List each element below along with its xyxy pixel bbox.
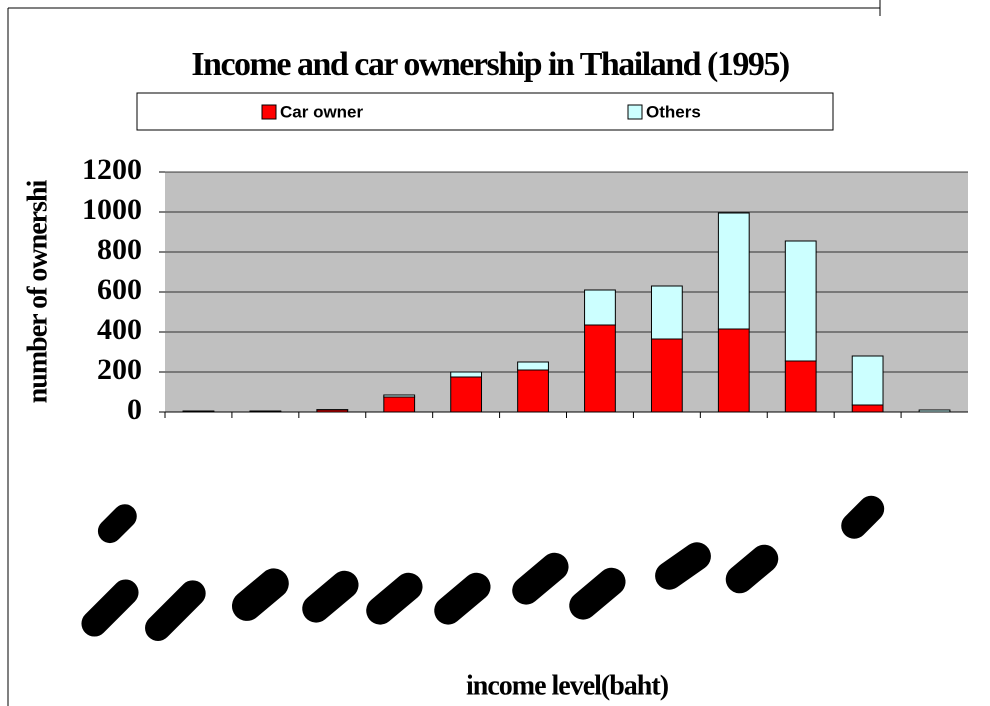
blob bbox=[81, 579, 139, 637]
legend-box bbox=[136, 92, 834, 131]
blob bbox=[569, 567, 626, 620]
bar-segment bbox=[584, 289, 616, 326]
blob bbox=[97, 504, 137, 544]
chart-title: Income and car ownership in Thailand (19… bbox=[191, 46, 789, 83]
blob bbox=[655, 542, 711, 590]
bar-segment bbox=[383, 396, 416, 413]
bar-segment bbox=[450, 376, 483, 413]
bar-segment bbox=[517, 361, 549, 371]
blob bbox=[434, 572, 491, 625]
y-tick-label: 1000 bbox=[82, 193, 142, 226]
y-tick-label: 1200 bbox=[82, 153, 142, 186]
y-axis-label: number of ownershi bbox=[22, 179, 53, 403]
legend: Car owner Others bbox=[261, 102, 701, 121]
bar-segment bbox=[584, 324, 616, 413]
blob bbox=[841, 495, 885, 539]
x-axis-label: income level(baht) bbox=[466, 670, 669, 701]
blob bbox=[302, 570, 359, 623]
y-tick-label: 200 bbox=[97, 353, 142, 386]
bar-segment bbox=[383, 394, 416, 398]
blob bbox=[366, 572, 423, 625]
bar-segment bbox=[851, 355, 884, 406]
y-tick-label: 600 bbox=[97, 273, 142, 306]
legend-label: Others bbox=[646, 102, 701, 121]
bars bbox=[182, 212, 951, 413]
blob bbox=[725, 544, 779, 594]
bar-segment bbox=[717, 328, 750, 413]
bar-segment bbox=[784, 240, 817, 362]
bar-segment bbox=[784, 360, 817, 413]
bar-segment bbox=[450, 371, 483, 378]
legend-swatch bbox=[627, 104, 643, 120]
blob bbox=[145, 580, 206, 641]
illegible-category-labels bbox=[81, 495, 885, 641]
blob bbox=[231, 568, 289, 621]
y-tick-label: 400 bbox=[97, 313, 142, 346]
bar-segment bbox=[517, 369, 549, 413]
blob bbox=[512, 552, 569, 605]
legend-label: Car owner bbox=[280, 102, 364, 121]
bar-segment bbox=[717, 212, 750, 330]
bar-segment bbox=[851, 404, 884, 413]
bar-segment bbox=[650, 338, 683, 413]
bar-segment bbox=[650, 285, 683, 340]
y-tick-label: 800 bbox=[97, 233, 142, 266]
legend-swatch bbox=[261, 104, 277, 120]
y-tick-label: 0 bbox=[127, 393, 142, 426]
